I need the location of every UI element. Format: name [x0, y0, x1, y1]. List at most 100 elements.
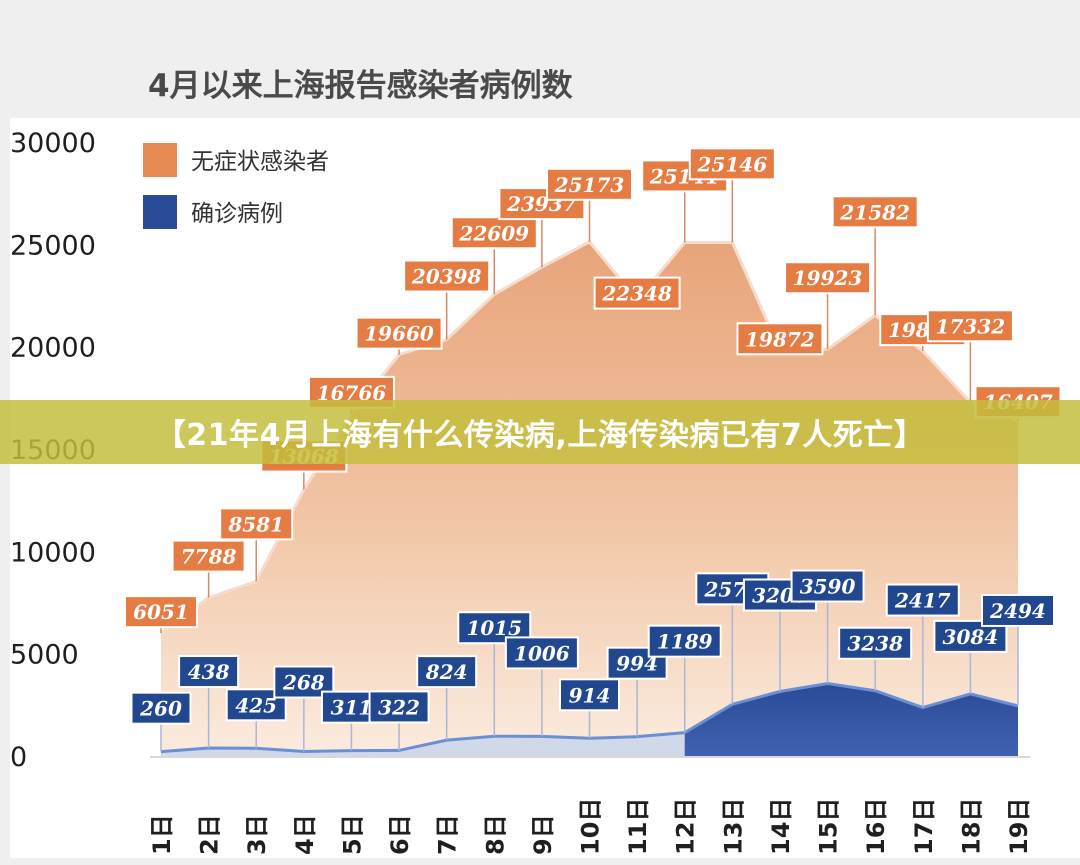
confirmed-data-label-box	[885, 583, 960, 617]
x-tick: 10日	[577, 798, 605, 855]
confirmed-data-label-box	[178, 655, 240, 689]
x-tick: 5日	[338, 814, 366, 855]
confirmed-data-label-box	[981, 593, 1055, 627]
y-tick-label: 30000	[10, 128, 96, 159]
legend-swatch-asymptomatic	[143, 143, 177, 177]
confirmed-data-label: 3084	[943, 625, 999, 649]
x-tick-label: 11日	[624, 798, 652, 855]
asymptomatic-data-label-box	[450, 216, 538, 250]
confirmed-data-label: 268	[282, 671, 325, 695]
asymptomatic-data-label: 22609	[458, 221, 529, 245]
x-tick-label: 14日	[767, 798, 795, 855]
asymptomatic-data-label-box	[736, 322, 824, 356]
legend-label-confirmed: 确诊病例	[191, 201, 283, 227]
confirmed-data-label-box	[838, 626, 913, 660]
asymptomatic-data-label-box	[688, 147, 776, 181]
confirmed-data-label: 260	[139, 697, 182, 721]
x-tick-label: 19日	[1005, 798, 1033, 855]
asymptomatic-data-label-box	[171, 539, 246, 573]
x-tick: 7日	[434, 814, 462, 855]
confirmed-data-label: 824	[425, 660, 468, 684]
asymptomatic-data-label-box	[546, 167, 633, 201]
x-tick-label: 8日	[481, 814, 509, 855]
y-tick-label: 5000	[10, 640, 79, 671]
confirmed-data-label: 2417	[894, 589, 951, 613]
confirmed-data-label-box	[790, 569, 865, 603]
banner-text: 【21年4月上海有什么传染病,上海传染病已有7人死亡】	[155, 418, 925, 453]
x-tick-label: 17日	[910, 798, 938, 855]
x-tick-label: 6日	[386, 814, 414, 855]
x-tick: 9日	[529, 814, 557, 855]
confirmed-data-label: 311	[331, 696, 373, 720]
x-tick: 1日	[148, 814, 176, 855]
x-tick-label: 15日	[815, 798, 843, 855]
confirmed-data-label: 438	[188, 660, 230, 684]
x-tick: 6日	[386, 814, 414, 855]
x-tick-label: 13日	[719, 798, 747, 855]
x-tick: 12日	[672, 798, 700, 855]
asymptomatic-data-label-box	[593, 276, 681, 310]
x-tick: 8日	[481, 814, 509, 855]
confirmed-data-label-box	[559, 678, 620, 712]
x-tick-label: 2日	[196, 814, 224, 855]
asymptomatic-data-label-box	[355, 316, 443, 350]
x-tick-label: 12日	[672, 798, 700, 855]
asymptomatic-data-label: 22348	[601, 282, 672, 306]
x-tick: 18日	[957, 798, 985, 855]
data-labels: 6051778885811306816766196602039822609239…	[124, 147, 1062, 752]
asymptomatic-data-label: 19872	[745, 327, 815, 351]
x-tick-label: 18日	[957, 798, 985, 855]
confirmed-data-label-box	[368, 690, 430, 724]
x-tick: 14日	[767, 798, 795, 855]
confirmed-data-label: 322	[378, 695, 420, 719]
x-tick-label: 9日	[529, 814, 557, 855]
y-tick-label: 25000	[10, 230, 96, 261]
asymptomatic-data-label: 19923	[793, 266, 863, 290]
asymptomatic-data-label: 8581	[227, 512, 284, 536]
chart-title: 4月以来上海报告感染者病例数	[148, 68, 573, 104]
x-tick: 17日	[910, 798, 938, 855]
asymptomatic-data-label-box	[831, 195, 919, 229]
y-tick-label: 20000	[10, 333, 96, 364]
x-tick: 13日	[719, 798, 747, 855]
asymptomatic-data-label: 20398	[411, 265, 482, 289]
asymptomatic-data-label-box	[219, 507, 294, 541]
asymptomatic-data-label: 21582	[839, 200, 910, 224]
asymptomatic-data-label: 17332	[936, 314, 1006, 338]
x-tick-label: 4日	[291, 814, 319, 855]
title-banner: 【21年4月上海有什么传染病,上海传染病已有7人死亡】	[0, 400, 1080, 464]
asymptomatic-data-label: 7788	[181, 545, 237, 569]
confirmed-data-label-box	[647, 624, 722, 658]
x-tick: 2日	[196, 814, 224, 855]
asymptomatic-data-label-box	[784, 261, 872, 295]
x-tick-label: 5日	[338, 814, 366, 855]
confirmed-area	[684, 683, 1018, 757]
x-tick-label: 3日	[243, 814, 271, 855]
x-tick: 3日	[243, 814, 271, 855]
confirmed-data-label: 2494	[989, 599, 1046, 623]
asymptomatic-data-label-box	[403, 259, 491, 293]
confirmed-data-label: 914	[569, 683, 611, 707]
x-tick: 4日	[291, 814, 319, 855]
asymptomatic-data-label: 25146	[697, 152, 768, 176]
confirmed-data-label: 425	[235, 693, 277, 717]
asymptomatic-data-label: 6051	[133, 600, 189, 624]
confirmed-data-label: 1015	[466, 616, 522, 640]
x-tick-label: 16日	[862, 798, 890, 855]
y-tick-label: 0	[10, 742, 27, 773]
legend-label-asymptomatic: 无症状感染者	[191, 149, 329, 175]
x-tick: 15日	[815, 798, 843, 855]
legend-swatch-confirmed	[143, 195, 177, 229]
confirmed-data-label: 1189	[657, 630, 713, 654]
y-tick-label: 10000	[10, 537, 96, 568]
x-tick-label: 10日	[577, 798, 605, 855]
asymptomatic-data-label-box	[926, 309, 1014, 343]
asymptomatic-area	[161, 241, 1018, 757]
confirmed-data-label-box	[130, 691, 192, 725]
confirmed-data-label: 3238	[847, 632, 903, 656]
confirmed-data-label-box	[416, 655, 478, 689]
confirmed-data-label: 1006	[514, 641, 570, 665]
x-axis: 1日 2日 3日 4日 5日 6日 7日 8日 9日 10日 11日 12日 13日 14日 15日 16日 1…	[148, 798, 1033, 855]
